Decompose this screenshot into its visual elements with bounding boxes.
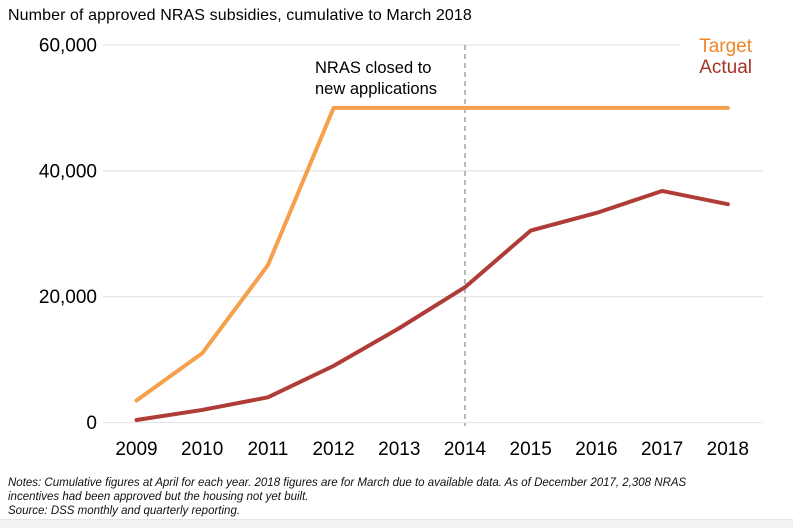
horizontal-scrollbar[interactable]: [0, 519, 793, 528]
x-tick-label: 2013: [378, 439, 420, 460]
legend-target-label: Target: [699, 36, 752, 57]
actual-line: [134, 188, 730, 422]
source-text: Source: DSS monthly and quarterly report…: [8, 505, 241, 517]
target-line: [134, 105, 730, 403]
x-tick-label: 2014: [444, 439, 487, 460]
x-tick-label: 2011: [247, 439, 288, 460]
x-tick-label: 2016: [575, 439, 617, 460]
annotation-nras-closed: NRAS closed to new applications: [315, 59, 437, 98]
footnotes: Notes: Cumulative figures at April for e…: [8, 476, 728, 518]
chart-title: Number of approved NRAS subsidies, cumul…: [8, 7, 472, 24]
x-tick-label: 2015: [510, 439, 552, 460]
x-tick-label: 2017: [641, 439, 683, 460]
legend-actual-label: Actual: [699, 57, 752, 78]
notes-text: Notes: Cumulative figures at April for e…: [8, 477, 687, 503]
x-tick-label: 2010: [181, 439, 223, 460]
chart-legend: Target Actual: [699, 36, 752, 78]
y-tick-label: 20,000: [39, 287, 97, 308]
chart-plot-area: 0 20,000 40,000 60,000 2009 2010 2011 2012 2013 2…: [39, 36, 763, 460]
y-tick-label: 60,000: [39, 36, 97, 57]
x-tick-label: 2012: [312, 439, 354, 460]
y-tick-label: 40,000: [39, 161, 97, 182]
x-tick-label: 2009: [115, 439, 157, 460]
y-tick-label: 0: [86, 413, 97, 434]
x-tick-label: 2018: [707, 439, 749, 460]
